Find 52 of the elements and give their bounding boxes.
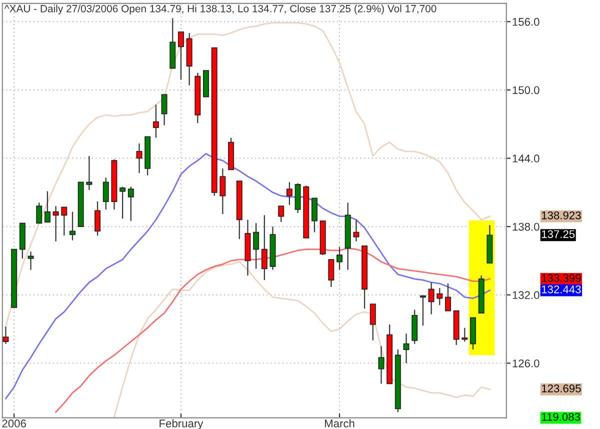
candlestick xyxy=(428,282,434,315)
candlestick xyxy=(220,168,226,215)
candlestick xyxy=(420,295,426,326)
x-tick-label: March xyxy=(324,419,354,428)
candlestick xyxy=(69,211,76,241)
line-series xyxy=(5,22,490,328)
text: 119.083 xyxy=(542,412,580,421)
candlestick xyxy=(253,222,260,270)
candlestick xyxy=(128,186,134,222)
line-series xyxy=(5,153,490,400)
candlestick xyxy=(311,198,318,233)
y-tick-label: 126.0 xyxy=(512,359,540,368)
candlestick xyxy=(161,94,168,126)
candlestick xyxy=(178,31,184,80)
candlestick xyxy=(94,200,101,236)
candlestick xyxy=(278,206,284,223)
candlestick xyxy=(86,155,92,191)
y-tick-label: 132.0 xyxy=(512,291,540,300)
text: 133.399 xyxy=(542,274,581,282)
candlestick xyxy=(378,346,384,384)
candlestick xyxy=(403,333,410,364)
chart-title: ^XAU - Daily 27/03/2006 Open 134.79, Hi 138.13, Lo 134.77, Close 137.25 (2.9%) Vol 17,700 xyxy=(4,4,436,14)
candlestick xyxy=(436,288,443,306)
candlestick xyxy=(61,206,68,236)
candlestick xyxy=(444,282,451,312)
candlestick xyxy=(336,246,343,270)
y-tick-label: 150.0 xyxy=(512,86,540,94)
y-tick-label: 138.0 xyxy=(512,222,540,231)
candlestick xyxy=(152,104,159,138)
candlestick xyxy=(353,219,360,242)
candlestick xyxy=(28,251,34,270)
text: 123.695 xyxy=(542,384,581,392)
candlestick xyxy=(328,259,334,288)
text: 137.25 xyxy=(542,230,575,238)
candlestick xyxy=(2,326,9,344)
x-tick-label: 2006 xyxy=(2,420,26,428)
candlestick xyxy=(286,182,292,206)
candlestick xyxy=(36,202,42,224)
candlestick xyxy=(44,190,50,223)
candlestick xyxy=(261,214,268,281)
candlestick xyxy=(120,186,126,220)
candlestick xyxy=(462,327,468,342)
y-tick-label: 156.0 xyxy=(512,18,540,26)
line-series xyxy=(55,248,490,413)
line-series xyxy=(114,261,490,418)
candlestick xyxy=(136,142,142,174)
candlestick xyxy=(370,303,376,341)
candlestick xyxy=(102,177,109,210)
text: 138.923 xyxy=(542,211,581,220)
text: 132.443 xyxy=(542,285,581,294)
y-tick-label: 144.0 xyxy=(512,154,540,162)
candlestick xyxy=(52,206,59,242)
